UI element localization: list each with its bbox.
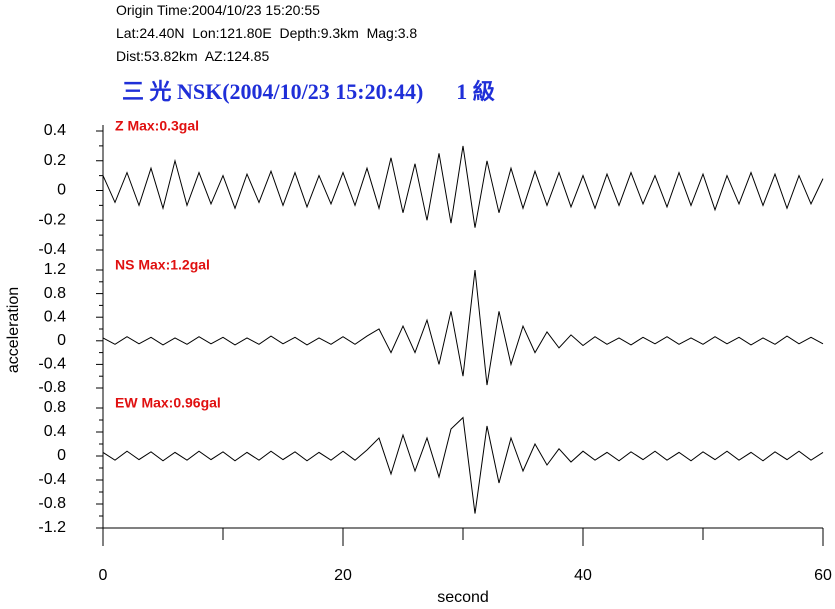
y-tick-label: 0: [57, 332, 66, 349]
y-tick-label: -1.2: [38, 519, 66, 536]
y-tick-label: 0.4: [44, 423, 66, 440]
panel-title: EW Max:0.96gal: [115, 395, 221, 411]
y-tick-label: 0.2: [44, 152, 66, 169]
y-tick-label: 0.8: [44, 285, 66, 302]
y-tick-label: -0.8: [38, 379, 66, 396]
x-tick-label: 20: [334, 567, 352, 584]
location: Lat:24.40N Lon:121.80E Depth:9.3km Mag:3…: [116, 25, 418, 41]
waveform: [102, 269, 824, 386]
y-axis-label: acceleration: [5, 287, 22, 373]
waveform: [102, 416, 824, 514]
y-tick-label: 0.8: [44, 399, 66, 416]
y-tick-label: 0: [57, 182, 66, 199]
y-tick-label: 0.4: [44, 122, 66, 139]
panel-title: Z Max:0.3gal: [115, 118, 199, 134]
distance: Dist:53.82km AZ:124.85: [116, 48, 270, 64]
y-tick-label: -0.8: [38, 495, 66, 512]
station-title: 三 光 NSK(2004/10/23 15:20:44) 1 級: [122, 79, 495, 104]
waveform: [102, 145, 824, 228]
x-axis-label: second: [437, 589, 489, 606]
y-tick-label: -0.4: [38, 471, 66, 488]
panel-title: NS Max:1.2gal: [115, 257, 210, 273]
x-tick-label: 60: [814, 567, 832, 584]
y-tick-label: -0.4: [38, 356, 66, 373]
y-tick-label: 1.2: [44, 261, 66, 278]
y-tick-label: -0.4: [38, 241, 66, 258]
y-tick-label: 0.4: [44, 308, 66, 325]
y-tick-label: 0: [57, 447, 66, 464]
origin-time: Origin Time:2004/10/23 15:20:55: [116, 2, 320, 18]
y-tick-label: -0.2: [38, 211, 66, 228]
x-tick-label: 0: [99, 567, 108, 584]
x-tick-label: 40: [574, 567, 592, 584]
